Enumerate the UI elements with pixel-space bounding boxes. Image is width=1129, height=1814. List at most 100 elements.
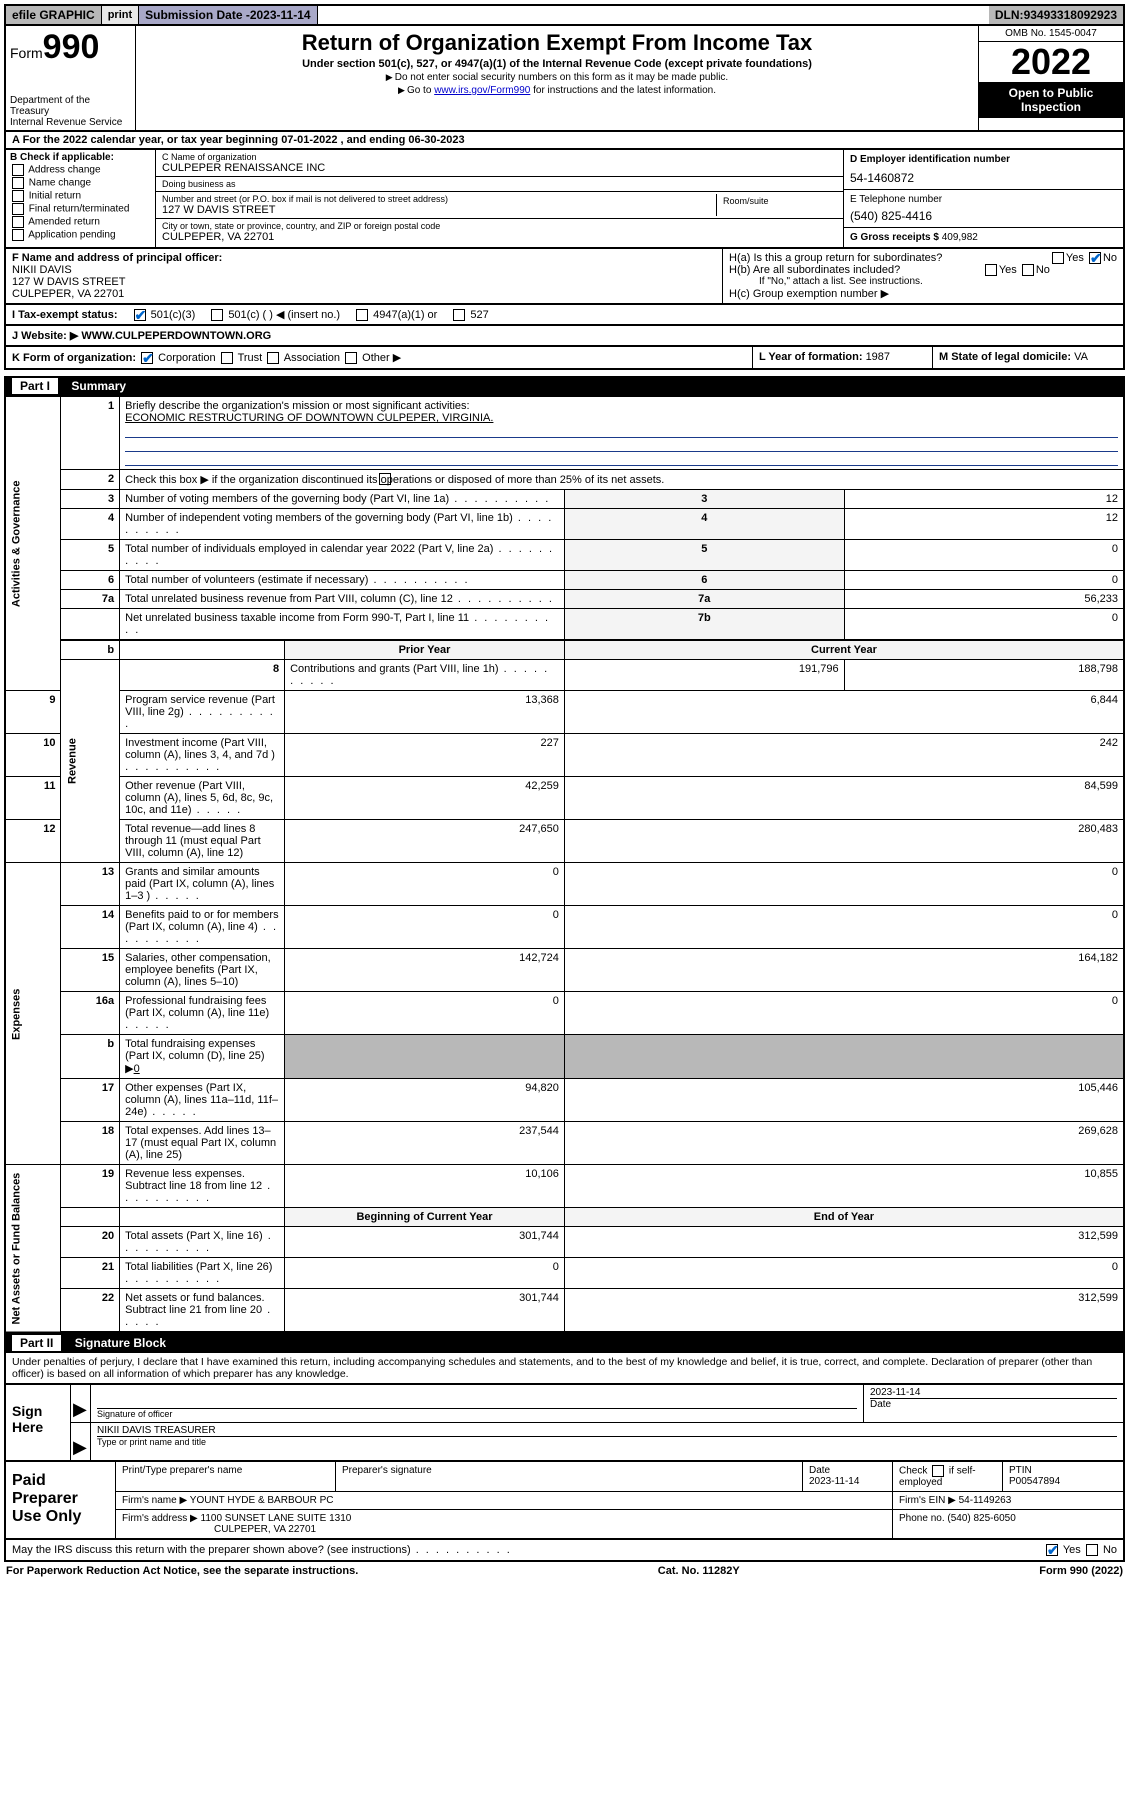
print-button[interactable]: print — [102, 6, 139, 24]
note-goto-a: Go to — [398, 85, 434, 96]
line-10: Investment income (Part VIII, column (A)… — [120, 734, 285, 777]
chk-501c[interactable] — [211, 309, 223, 321]
grey-16b-p — [285, 1035, 565, 1079]
submission-date-value: 2023-11-14 — [250, 8, 311, 22]
prep-sig-hdr: Preparer's signature — [336, 1462, 803, 1491]
c8: 188,798 — [844, 660, 1124, 691]
p20: 301,744 — [285, 1227, 565, 1258]
p19: 10,106 — [285, 1165, 565, 1208]
chk-other[interactable] — [345, 352, 357, 364]
open-public-badge: Open to Public Inspection — [979, 82, 1123, 118]
gross-receipts-cell: G Gross receipts $ 409,982 — [844, 228, 1123, 247]
line-7b: Net unrelated business taxable income fr… — [120, 609, 565, 641]
c10: 242 — [564, 734, 1124, 777]
note-link: Go to www.irs.gov/Form990 for instructio… — [144, 85, 970, 96]
website-label: J Website: ▶ — [12, 330, 78, 342]
hb-note: If "No," attach a list. See instructions… — [729, 276, 1117, 287]
chk-4947[interactable] — [356, 309, 368, 321]
mission-text: ECONOMIC RESTRUCTURING OF DOWNTOWN CULPE… — [125, 412, 493, 424]
k-block: K Form of organization: Corporation Trus… — [6, 347, 753, 368]
ln-4: 4 — [61, 509, 120, 540]
line-15: Salaries, other compensation, employee b… — [120, 949, 285, 992]
hb-no[interactable] — [1022, 264, 1034, 276]
chk-final-return[interactable]: Final return/terminated — [10, 203, 151, 215]
chk-527[interactable] — [453, 309, 465, 321]
p18: 237,544 — [285, 1122, 565, 1165]
prep-self-emp: Check if self-employed — [893, 1462, 1003, 1491]
officer-print-name: NIKII DAVIS TREASURER — [97, 1425, 1117, 1436]
part-i-header: Part I Summary — [4, 376, 1125, 396]
chk-corp[interactable] — [141, 352, 153, 364]
col-de: D Employer identification number 54-1460… — [843, 150, 1123, 247]
firm-ein-cell: Firm's EIN ▶ 54-1149263 — [893, 1492, 1123, 1509]
line-13: Grants and similar amounts paid (Part IX… — [120, 863, 285, 906]
sig-date-cell: 2023-11-14 Date — [863, 1385, 1123, 1422]
chk-application-pending[interactable]: Application pending — [10, 229, 151, 241]
officer-addr1: 127 W DAVIS STREET — [12, 276, 716, 288]
v5: 0 — [844, 540, 1124, 571]
arrow-icon-2: ▶ — [71, 1423, 91, 1460]
v16b: 0 — [134, 1063, 140, 1075]
addr-label: Number and street (or P.O. box if mail i… — [162, 194, 716, 204]
p22: 301,744 — [285, 1289, 565, 1333]
c20: 312,599 — [564, 1227, 1124, 1258]
line-4: Number of independent voting members of … — [120, 509, 565, 540]
v6: 0 — [844, 571, 1124, 590]
sign-here-label: Sign Here — [6, 1385, 71, 1460]
chk-line2[interactable] — [379, 473, 391, 485]
side-expenses: Expenses — [5, 863, 61, 1165]
klm-row: K Form of organization: Corporation Trus… — [4, 347, 1125, 370]
p10: 227 — [285, 734, 565, 777]
row-a-tax-year: A For the 2022 calendar year, or tax yea… — [4, 132, 1125, 150]
m-label: M State of legal domicile: — [939, 351, 1074, 363]
chk-trust[interactable] — [221, 352, 233, 364]
line-9: Program service revenue (Part VIII, line… — [120, 691, 285, 734]
v3: 12 — [844, 490, 1124, 509]
p8: 191,796 — [564, 660, 844, 691]
p16a: 0 — [285, 992, 565, 1035]
header-left: Form990 Department of the Treasury Inter… — [6, 26, 136, 130]
gross-receipts-label: G Gross receipts $ — [850, 232, 942, 243]
arrow-icon: ▶ — [71, 1385, 91, 1422]
p15: 142,724 — [285, 949, 565, 992]
part-ii-header: Part II Signature Block — [4, 1333, 1125, 1353]
chk-assoc[interactable] — [267, 352, 279, 364]
chk-address-change[interactable]: Address change — [10, 164, 151, 176]
chk-amended-return[interactable]: Amended return — [10, 216, 151, 228]
l-label: L Year of formation: — [759, 351, 866, 363]
chk-initial-return[interactable]: Initial return — [10, 190, 151, 202]
line-14: Benefits paid to or for members (Part IX… — [120, 906, 285, 949]
tax-year: 2022 — [979, 42, 1123, 82]
ha-yes[interactable] — [1052, 252, 1064, 264]
chk-501c3[interactable] — [134, 309, 146, 321]
irs-label: Internal Revenue Service — [10, 117, 131, 128]
ha-label: H(a) Is this a group return for subordin… — [729, 252, 942, 264]
line-22: Net assets or fund balances. Subtract li… — [120, 1289, 285, 1333]
discuss-yes[interactable] — [1046, 1544, 1058, 1556]
paid-preparer-block: Paid Preparer Use Only Print/Type prepar… — [4, 1462, 1125, 1540]
dln-value: 93493318092923 — [1024, 8, 1117, 22]
part-ii-label: Part II — [12, 1335, 61, 1351]
firm-addr-cell: Firm's address ▶ 1100 SUNSET LANE SUITE … — [116, 1510, 893, 1538]
line-3: Number of voting members of the governin… — [120, 490, 565, 509]
hb-yes[interactable] — [985, 264, 997, 276]
ha-no[interactable] — [1089, 252, 1101, 264]
discuss-no[interactable] — [1086, 1544, 1098, 1556]
irs-link[interactable]: www.irs.gov/Form990 — [434, 85, 530, 96]
top-bar: efile GRAPHIC print Submission Date - 20… — [4, 4, 1125, 26]
footer-left: For Paperwork Reduction Act Notice, see … — [6, 1565, 358, 1577]
p13: 0 — [285, 863, 565, 906]
sig-date-label: Date — [870, 1398, 1117, 1410]
c19: 10,855 — [564, 1165, 1124, 1208]
p11: 42,259 — [285, 777, 565, 820]
hdr-eoy: End of Year — [564, 1208, 1124, 1227]
dln-label: DLN: — [995, 8, 1024, 22]
chk-name-change[interactable]: Name change — [10, 177, 151, 189]
paid-preparer-label: Paid Preparer Use Only — [6, 1462, 116, 1538]
phone-cell: E Telephone number (540) 825-4416 — [844, 190, 1123, 228]
prep-ptin: PTINP00547894 — [1003, 1462, 1123, 1491]
tax-status-row: I Tax-exempt status: 501(c)(3) 501(c) ( … — [4, 305, 1125, 326]
dln: DLN: 93493318092923 — [989, 6, 1123, 24]
chk-self-employed[interactable] — [932, 1465, 944, 1477]
form-title: Return of Organization Exempt From Incom… — [144, 30, 970, 56]
